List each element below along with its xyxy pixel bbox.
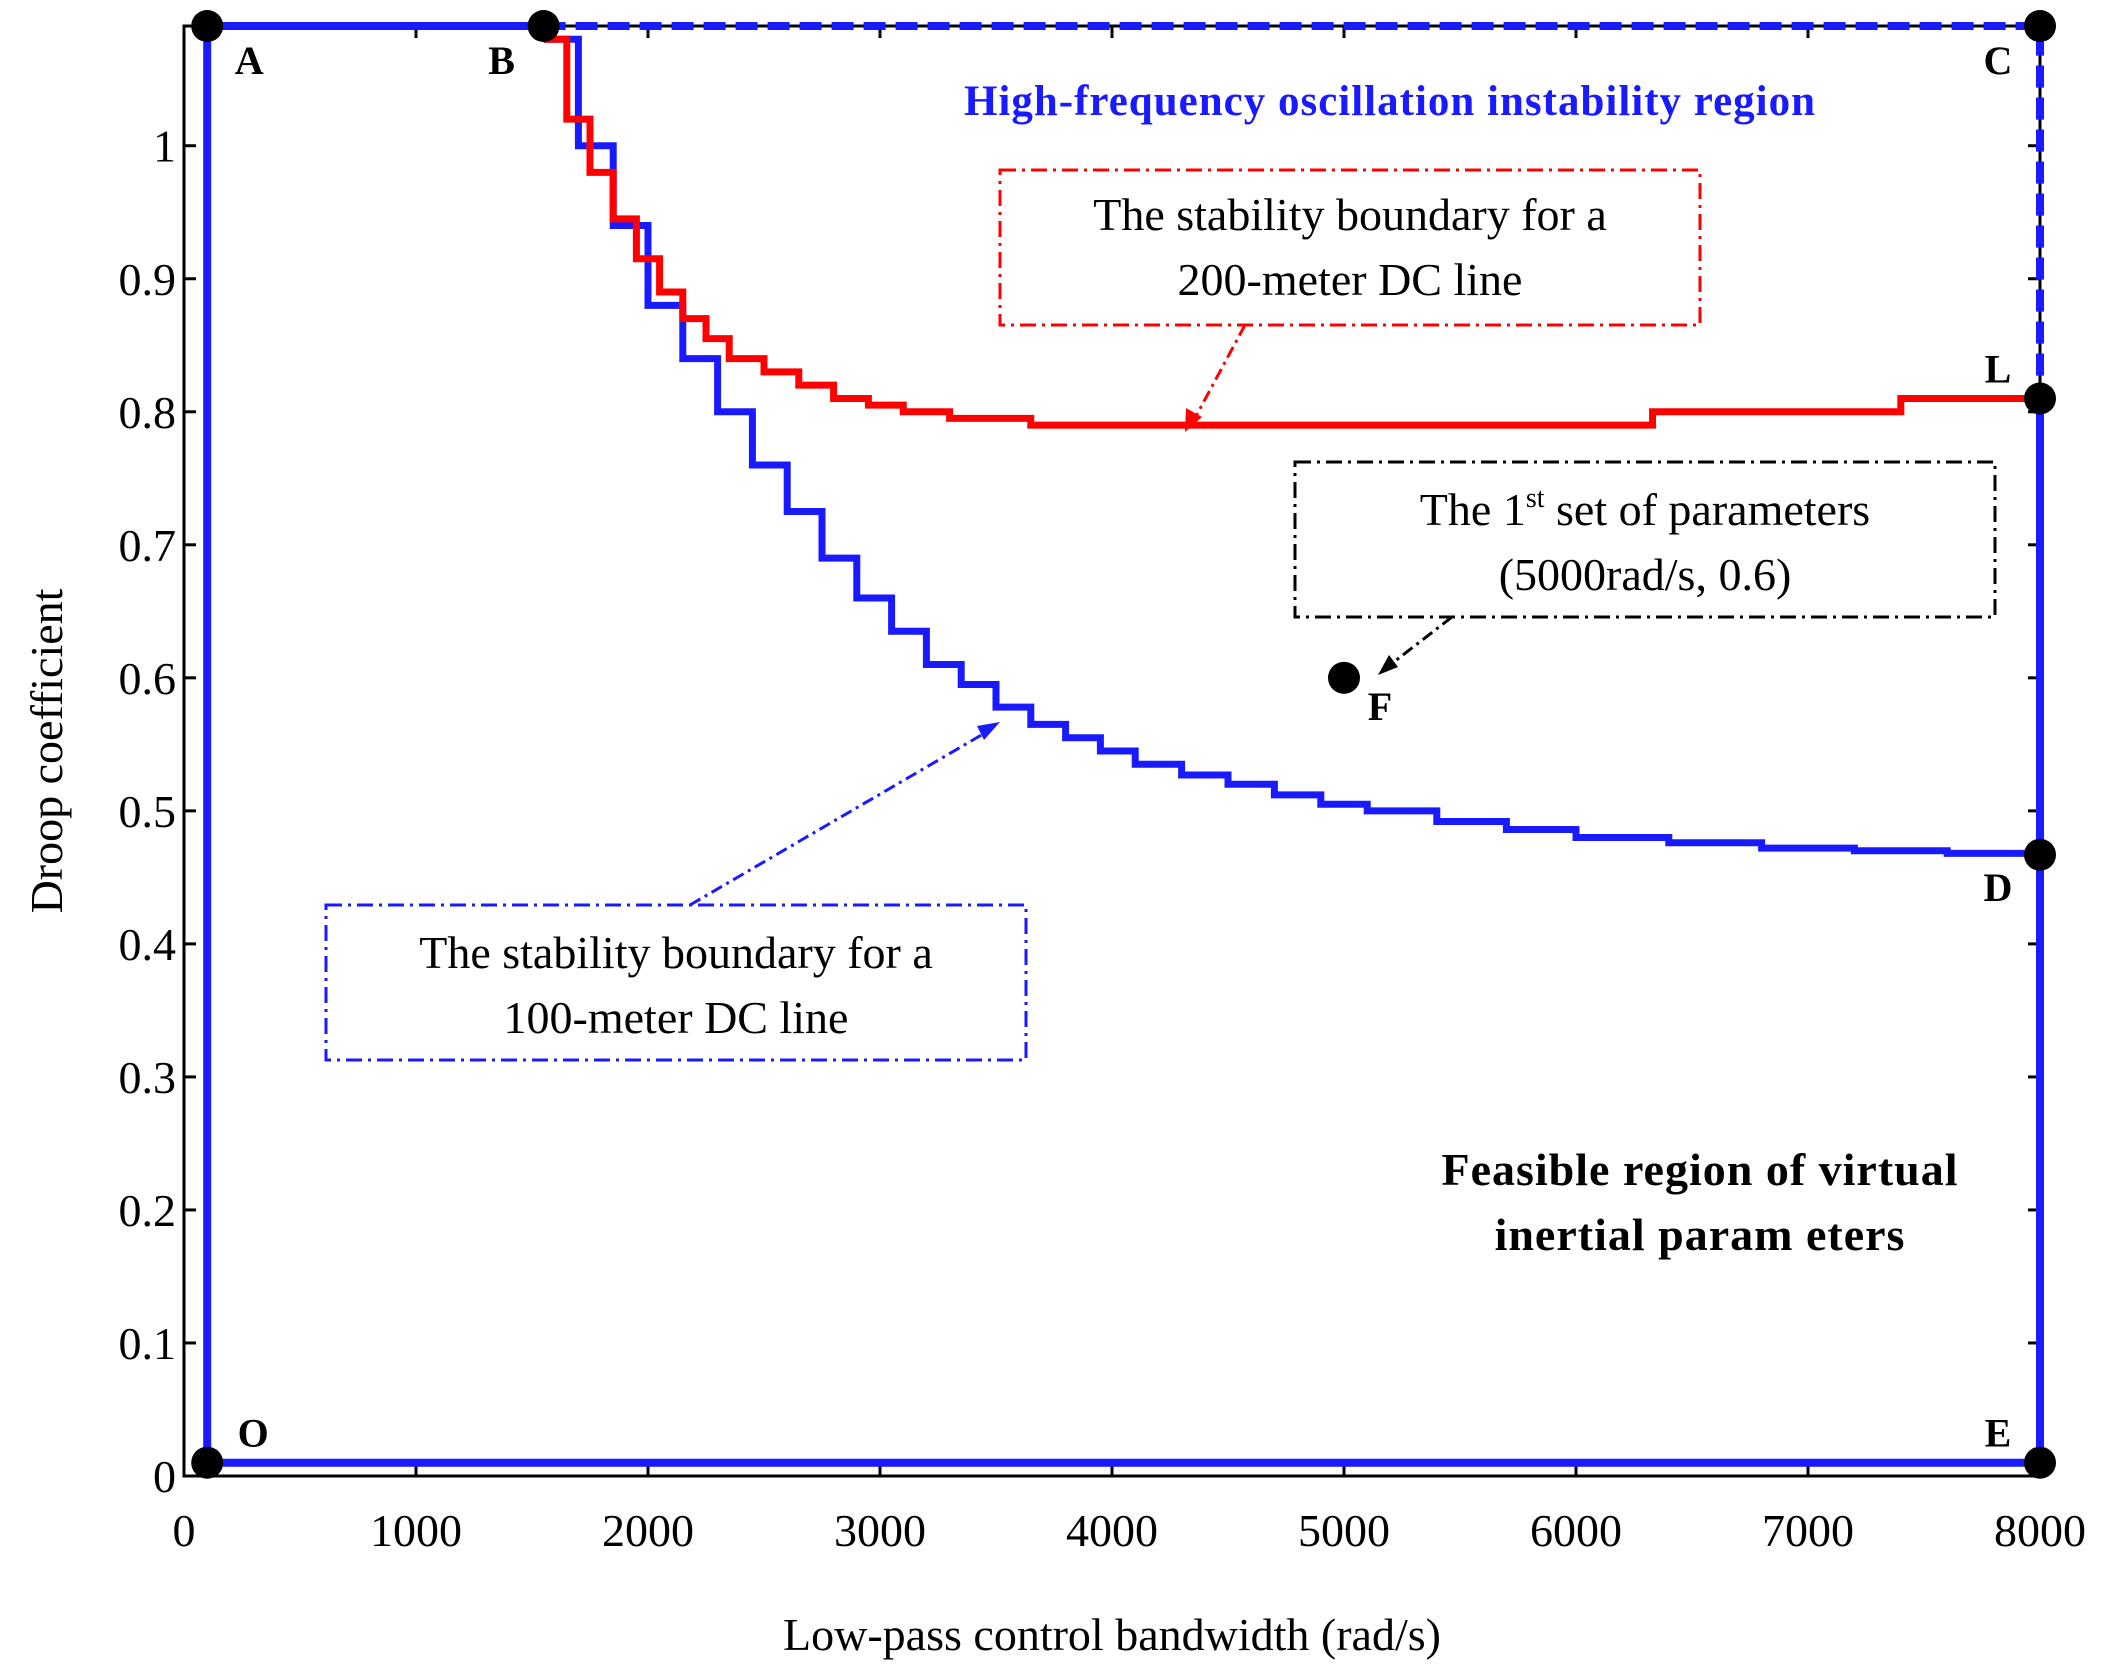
y-tick-label: 0.1 [119, 1318, 177, 1369]
callout-100m-line1: The stability boundary for a [419, 927, 933, 978]
x-tick-label: 2000 [602, 1505, 694, 1556]
callout-f-arrow [1389, 615, 1453, 667]
point-b [527, 10, 560, 42]
x-tick-label: 5000 [1298, 1505, 1390, 1556]
x-tick-label: 4000 [1066, 1505, 1158, 1556]
point-label-o: O [238, 1411, 269, 1456]
y-tick-label: 0.2 [119, 1185, 177, 1236]
boundary-dashed-line [543, 22, 2044, 399]
y-tick-label: 0.3 [119, 1052, 177, 1103]
callout-100m-arrowhead [977, 722, 1000, 740]
region-feasible-label-line2: inertial param eters [1495, 1209, 1906, 1260]
y-axis-ticks: 0 0.1 0.2 0.3 0.4 0.5 0.6 0.7 0.8 0.9 1 [119, 121, 2040, 1502]
series-group [543, 35, 2044, 857]
point-label-l: L [1985, 346, 2012, 391]
y-tick-label: 0.8 [119, 387, 177, 438]
callout-200m-box [998, 168, 1702, 327]
callout-f-line2: (5000rad/s, 0.6) [1499, 549, 1792, 600]
points-group: A B C L D E O F [191, 10, 2056, 1479]
callout-f-prefix: The 1 [1420, 484, 1526, 535]
callout-200m-arrowhead [1185, 408, 1202, 432]
y-tick-label: 0.5 [119, 786, 177, 837]
point-label-f: F [1368, 684, 1392, 729]
x-tick-label: 3000 [834, 1505, 926, 1556]
y-tick-label: 0 [153, 1451, 176, 1502]
x-axis-label: Low-pass control bandwidth (rad/s) [783, 1609, 1441, 1660]
point-label-e: E [1985, 1411, 2012, 1456]
x-tick-label: 6000 [1530, 1505, 1622, 1556]
y-tick-label: 1 [153, 121, 176, 172]
callout-100m-line2: 100-meter DC line [504, 992, 849, 1043]
callout-f-arrowhead [1378, 655, 1398, 675]
callout-200m-arrow [1193, 324, 1247, 419]
x-tick-label: 8000 [1994, 1505, 2086, 1556]
callout-f-line1: The 1st set of parameters [1420, 483, 1870, 535]
point-a [191, 10, 224, 42]
region-feasible-label-line1: Feasible region of virtual [1441, 1144, 1958, 1195]
point-label-d: D [1984, 865, 2013, 910]
point-o [191, 1446, 224, 1479]
callout-200m-line1: The stability boundary for a [1093, 189, 1607, 240]
y-tick-label: 0.4 [119, 919, 177, 970]
y-tick-label: 0.9 [119, 254, 177, 305]
callout-f-suffix: set of parameters [1545, 484, 1871, 535]
series-100m-boundary [543, 35, 2044, 857]
y-tick-label: 0.6 [119, 653, 177, 704]
x-tick-label: 1000 [370, 1505, 462, 1556]
series-200m-boundary [543, 35, 2040, 429]
callout-200m-line2: 200-meter DC line [1178, 254, 1523, 305]
callout-f-sup: st [1526, 483, 1545, 514]
point-label-a: A [235, 38, 264, 83]
point-e [2024, 1446, 2056, 1479]
x-tick-label: 7000 [1762, 1505, 1854, 1556]
point-d [2024, 838, 2056, 871]
callout-100m-arrow [689, 728, 991, 907]
point-c [2024, 10, 2056, 42]
point-l [2024, 382, 2056, 415]
point-label-c: C [1984, 38, 2013, 83]
x-axis-ticks: 0 1000 2000 3000 4000 5000 6000 7000 8000 [173, 26, 2086, 1556]
point-f [1328, 661, 1360, 694]
callout-100m-box [324, 903, 1028, 1062]
callout-f-box [1293, 460, 1997, 619]
x-tick-label: 0 [173, 1505, 196, 1556]
y-tick-label: 0.7 [119, 520, 177, 571]
point-label-b: B [488, 38, 515, 83]
y-axis-label: Droop coefficient [21, 588, 72, 913]
region-high-frequency-label: High-frequency oscillation instability r… [964, 78, 1816, 125]
